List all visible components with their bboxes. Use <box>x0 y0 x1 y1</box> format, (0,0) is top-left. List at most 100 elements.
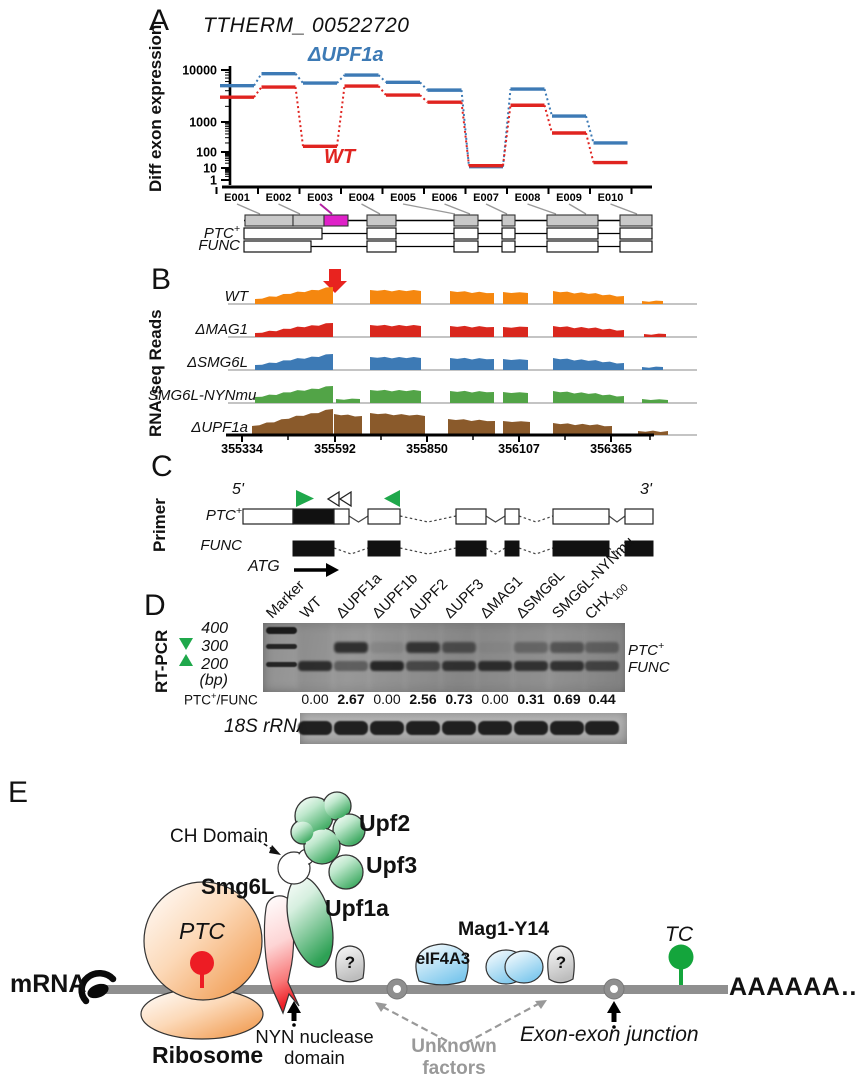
gel-band <box>266 662 297 667</box>
diff-exon-expression-chart: 110 100 1000 10000 <box>182 64 652 194</box>
ratio-value-3: 2.56 <box>409 691 437 707</box>
lane-smear <box>334 625 368 689</box>
svg-text:E002: E002 <box>266 192 292 204</box>
gel-band <box>442 642 476 653</box>
nyn-domain-label: NYN nuclease domain <box>255 1026 374 1069</box>
loading-band <box>406 721 440 735</box>
loading-band <box>514 721 548 735</box>
svg-text:1000: 1000 <box>189 116 217 130</box>
series-label-dupf1a: ΔUPF1a <box>308 44 384 66</box>
gel-band <box>406 642 440 653</box>
track-label-1: ΔMAG1 <box>195 321 248 338</box>
gel-band-label-func: FUNC <box>628 659 670 676</box>
nmd-model-diagram <box>78 791 728 1044</box>
gel-band <box>370 642 404 653</box>
gene-model-row-label-ptc: PTC+ <box>203 223 240 242</box>
lane-smear <box>442 625 476 689</box>
panel-b-label: B <box>151 263 172 296</box>
ratio-value-4: 0.73 <box>445 691 473 707</box>
start-codon-label: ATG <box>248 558 280 575</box>
size-marker-200: 200 <box>201 656 228 673</box>
lane-smear <box>478 625 512 689</box>
svg-text:E009: E009 <box>556 192 582 204</box>
ptc-label: PTC <box>179 918 225 944</box>
ratio-value-0: 0.00 <box>301 691 329 707</box>
unknown-factors-label: Unknown factors <box>411 1036 497 1079</box>
ratio-value-1: 2.67 <box>337 691 365 707</box>
loading-band <box>550 721 584 735</box>
upf2-label: Upf2 <box>359 810 411 836</box>
five-prime-label: 5' <box>232 481 244 498</box>
loading-control-gel <box>298 713 627 744</box>
exon-exon-junction-label: Exon-exon junction <box>520 1023 699 1046</box>
panel-d-label: D <box>144 589 166 622</box>
svg-text:E004: E004 <box>349 192 376 204</box>
gel-band <box>585 661 619 671</box>
rna-seq-tracks: 355334 355592 355850 356107 356365 <box>221 269 697 456</box>
gel-band <box>514 642 548 653</box>
gene-model-row-label-func: FUNC <box>198 237 240 254</box>
gel-band <box>406 661 440 671</box>
loading-control-label: 18S rRNA <box>224 716 310 737</box>
ptc-primer-marker-icon <box>179 638 193 650</box>
track-label-3: SMG6L-NYNmu <box>148 387 257 404</box>
panel-e-label: E <box>8 776 29 809</box>
svg-text:1: 1 <box>210 174 217 188</box>
func-primer-marker-icon <box>179 654 193 666</box>
svg-text:E010: E010 <box>598 192 624 204</box>
gel-band <box>334 642 368 653</box>
size-marker-400: 400 <box>201 620 228 637</box>
gel-band <box>550 642 584 653</box>
upf3-label: Upf3 <box>366 852 418 878</box>
ratio-value-6: 0.31 <box>517 691 545 707</box>
lane-smear <box>370 625 404 689</box>
panel-d-y-axis-label: RT-PCR <box>152 629 171 693</box>
smg6l-label: Smg6L <box>201 874 275 899</box>
svg-text:E008: E008 <box>515 192 541 204</box>
svg-text:356107: 356107 <box>498 442 540 456</box>
poly-a-tail-label: AAAAAA….. <box>729 973 858 1001</box>
track-label-0: WT <box>224 288 248 305</box>
gel-band <box>585 642 619 653</box>
lane-smear <box>298 625 332 689</box>
ratio-value-5: 0.00 <box>481 691 509 707</box>
svg-text:10000: 10000 <box>182 64 217 78</box>
series-label-wt: WT <box>324 146 356 168</box>
panel-a-y-axis-label: Diff exon expression <box>146 24 165 192</box>
mrna-label: mRNA <box>10 970 87 998</box>
tc-label: TC <box>665 923 693 946</box>
primer-row-label-func: FUNC <box>200 537 242 554</box>
svg-text:E003: E003 <box>307 192 333 204</box>
gene-id-title: TTHERM_ 00522720 <box>203 14 410 37</box>
lane-smear <box>406 625 440 689</box>
ratio-value-8: 0.44 <box>588 691 616 707</box>
gel-band <box>514 661 548 671</box>
mag1-y14-label: Mag1-Y14 <box>458 918 550 940</box>
gel-band <box>266 627 297 634</box>
question-mark-1: ? <box>344 953 356 972</box>
rt-pcr-gel <box>263 623 625 692</box>
svg-text:355850: 355850 <box>406 442 448 456</box>
size-marker-300: 300 <box>201 638 228 655</box>
ratio-value-2: 0.00 <box>373 691 401 707</box>
three-prime-label: 3' <box>640 481 652 498</box>
gel-band <box>442 661 476 671</box>
gel-band <box>266 644 297 649</box>
ratio-value-7: 0.69 <box>553 691 581 707</box>
lane-smear <box>550 625 584 689</box>
gel-band <box>334 661 368 671</box>
primer-row-label-ptc: PTC+ <box>205 505 242 524</box>
svg-text:E007: E007 <box>473 192 499 204</box>
svg-text:355592: 355592 <box>314 442 356 456</box>
ch-domain-label: CH Domain <box>170 826 269 847</box>
svg-text:100: 100 <box>196 146 217 160</box>
track-label-2: ΔSMG6L <box>187 354 248 371</box>
upf1a-label: Upf1a <box>325 895 389 921</box>
eif4a3-label: eIF4A3 <box>415 950 471 968</box>
svg-text:355334: 355334 <box>221 442 263 456</box>
panel-c-label: C <box>151 450 173 483</box>
lane-smear <box>514 625 548 689</box>
ribosome-label: Ribosome <box>152 1042 264 1068</box>
